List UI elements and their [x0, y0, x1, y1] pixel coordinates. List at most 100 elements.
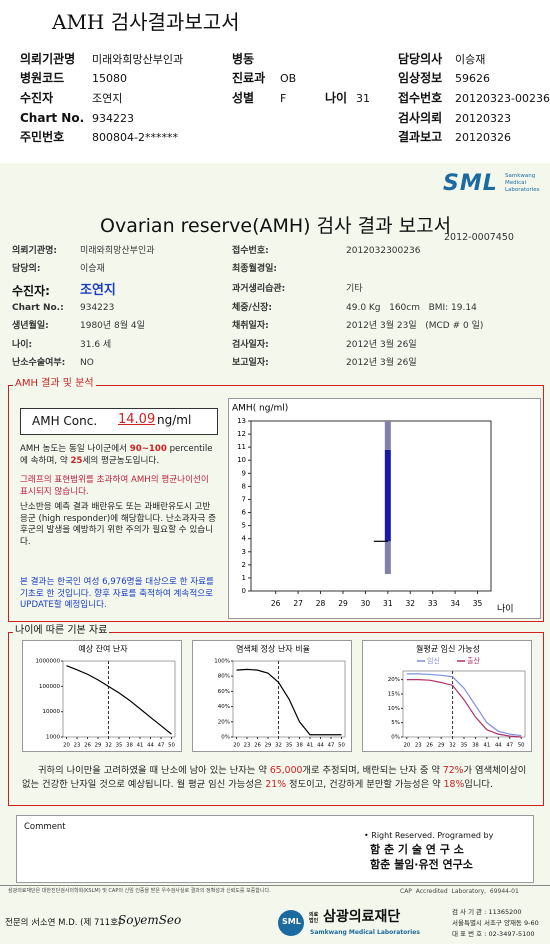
text-run: 입니다.	[464, 779, 493, 790]
plot-area	[62, 660, 176, 738]
conc-value: 14.09	[118, 412, 156, 427]
x-tick-label: 35	[286, 743, 293, 749]
chart-title: 월평균 임신 가능성	[416, 644, 480, 654]
highlight: 25	[70, 455, 83, 466]
field-value: 이승재	[80, 264, 105, 274]
age-chart: 예상 잔여 난자 1000 10000 100000 1000000 20 23 26 29 32…	[22, 640, 182, 752]
y-tick-label: 10	[237, 456, 246, 464]
field-label: 담당의사	[398, 52, 443, 66]
text-run: AMH 농도는 동일 나이군에서	[20, 444, 130, 454]
field-value: 2012년 3월 26일	[346, 340, 417, 350]
x-tick-label: 38	[126, 743, 133, 749]
section-title: AMH 결과 및 분석	[13, 378, 96, 390]
x-tick-label: 26	[254, 743, 261, 749]
text-run: 개로 추정되며, 배란되는 난자 중 약	[302, 765, 443, 776]
paragraph: 그래프의 표현범위를 초과하여 AMH의 평균나이선이 표시되지 않습니다.	[20, 475, 209, 497]
y-tick-label: 0	[242, 587, 246, 595]
series-line	[406, 673, 522, 737]
x-tick-label: 35	[116, 743, 123, 749]
foundation-prefix: 의료법인	[309, 912, 319, 924]
legend-label: 출산	[467, 656, 480, 665]
doctor-label: 전문의 :	[5, 918, 35, 928]
foundation-english: Samkwang Medical Laboratories	[310, 929, 420, 936]
x-tick-label: 38	[296, 743, 303, 749]
field-label: 보고일자:	[232, 358, 269, 368]
x-tick-label: 50	[168, 743, 175, 749]
footer-rule	[0, 885, 550, 886]
y-tick-label: 4	[242, 535, 247, 543]
text-run: 정도이고, 건강하게 분만할 가능성은 약	[286, 779, 444, 790]
field-value: 31.6 세	[80, 340, 112, 350]
y-axis-label: AMH( ng/ml)	[232, 404, 288, 414]
field-label: 병원코드	[20, 71, 65, 85]
field-label: 주민번호	[20, 130, 65, 144]
y-tick-label: 6	[242, 509, 247, 517]
organization: 함 춘 기 술 연 구 소	[370, 843, 464, 856]
x-tick-label: 20	[233, 743, 240, 749]
field-value: 20120326	[455, 131, 511, 144]
highlight: 90~100	[129, 444, 167, 454]
range-upper	[384, 421, 391, 450]
x-tick-label: 23	[74, 743, 81, 749]
paragraph: AMH 농도는 동일 나이군에서 90~100 percentile에 속하며,…	[20, 444, 218, 467]
series-line	[236, 668, 342, 736]
amh-section-box	[8, 385, 544, 622]
field-label: 체중/신장:	[232, 303, 273, 313]
field-value: 조연지	[92, 92, 123, 105]
field-label: 담당의:	[12, 264, 41, 274]
x-tick-label: 28	[316, 599, 326, 608]
x-tick-label: 29	[338, 599, 348, 608]
logo: SML	[282, 917, 301, 926]
comment-box	[16, 815, 534, 883]
field-label: Chart No.:	[12, 303, 64, 313]
logo: SML	[443, 171, 498, 196]
x-tick-label: 32	[405, 599, 415, 608]
field-label: 성별	[232, 91, 255, 105]
x-tick-label: 38	[472, 743, 479, 749]
y-tick-label: 0%	[391, 735, 400, 741]
highlight: 65,000	[269, 765, 303, 776]
x-tick-label: 26	[84, 743, 91, 749]
x-axis-label: 나이	[497, 604, 514, 615]
x-tick-label: 23	[415, 743, 422, 749]
contact-line: 대 표 번 호 : 02-3497-5100	[452, 930, 535, 938]
field-label: 채취일자:	[232, 321, 269, 331]
x-tick-label: 41	[307, 743, 314, 749]
conc-box	[20, 408, 218, 435]
signature: SoyemSeo	[118, 913, 182, 927]
field-label: 의뢰기관명	[20, 52, 76, 66]
field-value: 2012년 3월 26일	[346, 358, 417, 368]
x-tick-label: 32	[105, 743, 112, 749]
y-tick-label: 20%	[388, 677, 400, 683]
text-run: 가 염색체이상이 없는 건강한 난자일 것으로 예상됩니다. 월 평균 임신 가…	[22, 765, 527, 790]
field-label: 수진자	[20, 91, 54, 105]
field-label: 검사일자:	[232, 340, 269, 350]
field-value: 기타	[346, 284, 363, 294]
field-value: 934223	[80, 303, 115, 313]
legend-label: 임신	[427, 656, 440, 665]
contact-line: 서울특별시 서초구 양재동 9-60	[452, 919, 539, 927]
plot-area	[250, 420, 492, 592]
report-title: Ovarian reserve(AMH) 검사 결과 보고서	[100, 215, 452, 237]
field-value: 800804-2******	[92, 131, 178, 144]
cap-text: CAP Accredited Laboratory, 69944-01	[400, 888, 519, 895]
field-label: 과거생리습관:	[232, 284, 286, 294]
text-run: 귀하의 나이만을 고려하였을 때 난소에 남아 있는 난자는 약	[38, 765, 270, 776]
page-title: AMH 검사결과보고서	[52, 10, 240, 34]
age-chart: 염색체 정상 난자 비율 0% 20% 40% 60% 80% 100% 20 23 26 29 32…	[192, 640, 352, 752]
y-tick-label: 100000	[39, 684, 60, 690]
x-tick-label: 35	[461, 743, 468, 749]
field-label: 임상정보	[398, 71, 443, 85]
y-tick-label: 10%	[388, 706, 400, 712]
range-lower	[384, 541, 391, 574]
x-tick-label: 27	[293, 599, 303, 608]
y-tick-label: 13	[237, 417, 246, 425]
y-tick-label: 5%	[391, 720, 400, 726]
x-tick-label: 50	[518, 743, 525, 749]
field-value: 934223	[92, 112, 134, 125]
x-tick-label: 26	[426, 743, 433, 749]
foundation-logo	[278, 910, 304, 936]
field-label: 검사의뢰	[398, 111, 443, 125]
y-tick-label: 80%	[218, 674, 230, 680]
series-line	[406, 679, 522, 738]
